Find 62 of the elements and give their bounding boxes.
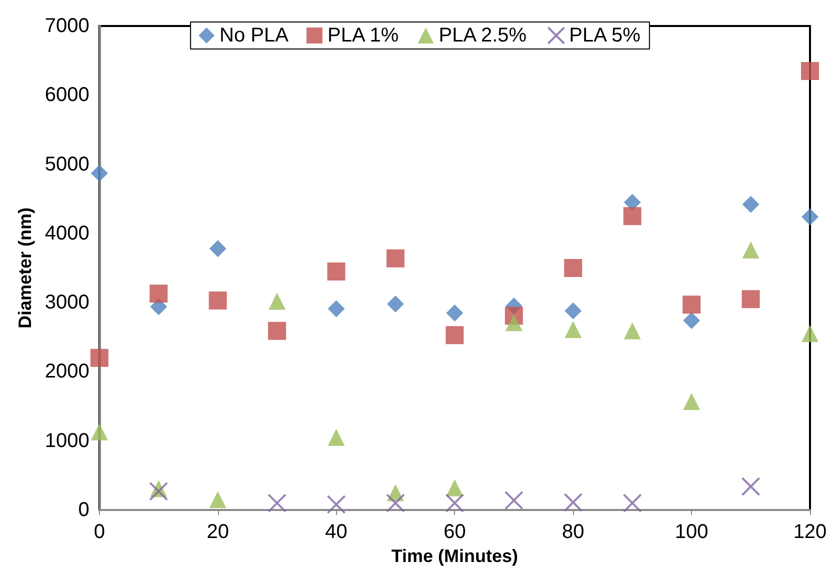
point xyxy=(564,302,582,320)
y-tick-label: 4000 xyxy=(44,222,90,244)
point xyxy=(742,196,760,213)
point xyxy=(268,322,286,340)
legend-label: PLA 5% xyxy=(569,24,641,46)
point xyxy=(328,428,345,446)
point xyxy=(742,290,760,308)
point xyxy=(150,284,168,303)
legend-label: PLA 2.5% xyxy=(438,24,527,46)
y-tick-label: 7000 xyxy=(44,15,90,37)
point xyxy=(802,208,818,226)
point xyxy=(90,423,108,440)
legend-label: PLA 1% xyxy=(327,24,399,46)
x-axis-title: Time (Minutes) xyxy=(391,546,518,566)
point xyxy=(386,295,404,312)
y-tick-label: 5000 xyxy=(44,153,90,176)
point xyxy=(445,494,464,513)
point xyxy=(327,262,346,280)
y-tick-label: 3000 xyxy=(44,292,90,314)
x-tick-label: 20 xyxy=(206,521,229,543)
x-tick-label: 80 xyxy=(562,521,584,543)
point xyxy=(386,249,404,268)
y-tick-label: 1000 xyxy=(44,430,90,452)
point xyxy=(564,259,582,277)
y-axis-title: Diameter (nm) xyxy=(15,207,35,329)
y-tick-label: 2000 xyxy=(44,360,90,383)
point xyxy=(328,300,345,318)
legend-label: No PLA xyxy=(220,24,290,46)
point xyxy=(446,304,464,322)
point xyxy=(624,322,641,340)
x-tick-label: 60 xyxy=(444,521,466,543)
point xyxy=(446,479,464,496)
point xyxy=(386,494,405,513)
point xyxy=(268,494,287,513)
point xyxy=(208,291,227,310)
point xyxy=(90,164,108,182)
point xyxy=(505,314,522,332)
x-tick-label: 120 xyxy=(793,521,827,543)
y-tick-label: 6000 xyxy=(44,84,90,106)
x-tick-label: 0 xyxy=(94,521,105,543)
point xyxy=(742,242,760,259)
point xyxy=(268,292,286,310)
point xyxy=(801,62,819,80)
point xyxy=(802,325,818,342)
x-tick-label: 40 xyxy=(325,521,348,543)
point xyxy=(446,326,464,344)
y-tick-label: 0 xyxy=(78,499,90,521)
point xyxy=(683,312,700,330)
point xyxy=(90,348,108,367)
point xyxy=(622,494,642,513)
point xyxy=(741,476,760,496)
x-tick-label: 100 xyxy=(674,521,708,543)
point xyxy=(209,491,226,508)
point xyxy=(149,482,168,501)
point xyxy=(683,392,700,410)
point xyxy=(504,490,524,510)
point xyxy=(682,296,701,314)
point xyxy=(564,321,582,338)
point xyxy=(209,240,226,258)
point xyxy=(623,207,642,226)
point xyxy=(564,492,583,512)
point xyxy=(326,494,346,514)
